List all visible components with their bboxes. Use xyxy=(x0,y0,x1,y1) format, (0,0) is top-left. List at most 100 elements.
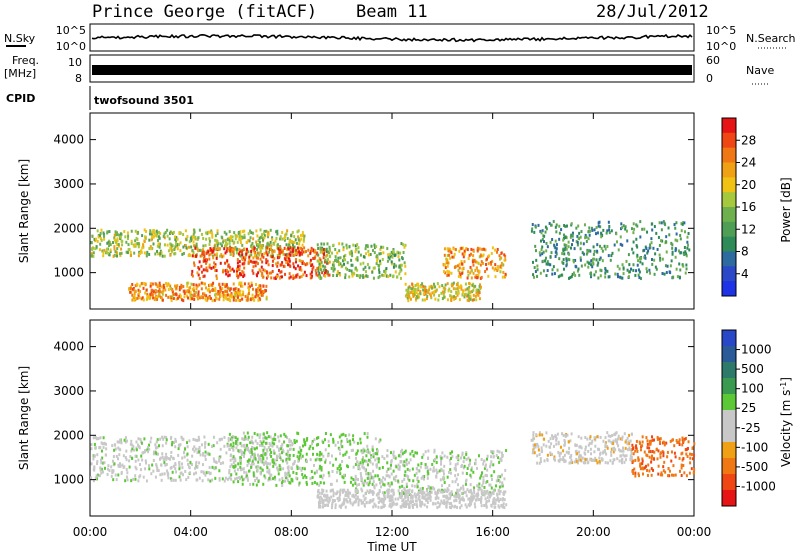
data-cell xyxy=(270,271,273,275)
data-cell xyxy=(589,447,592,451)
data-cell xyxy=(639,220,642,224)
data-cell xyxy=(632,471,635,475)
data-cell xyxy=(354,482,357,486)
data-cell xyxy=(124,479,127,483)
data-cell xyxy=(134,244,137,248)
data-cell xyxy=(682,439,685,443)
data-cell xyxy=(197,265,200,269)
data-cell xyxy=(196,297,199,301)
data-cell xyxy=(347,490,350,494)
data-cell xyxy=(432,285,435,289)
data-cell xyxy=(649,440,652,444)
data-cell xyxy=(332,499,335,503)
data-cell xyxy=(376,474,379,478)
data-cell xyxy=(369,252,372,256)
data-cell xyxy=(208,257,211,261)
data-cell xyxy=(295,248,298,252)
data-cell xyxy=(236,440,239,444)
data-cell xyxy=(134,454,137,458)
data-cell xyxy=(438,469,441,473)
data-cell xyxy=(158,290,161,294)
data-cell xyxy=(273,257,276,261)
data-cell xyxy=(198,283,201,287)
data-cell xyxy=(397,497,400,501)
data-cell xyxy=(375,493,378,497)
data-cell xyxy=(355,483,358,487)
data-cell xyxy=(587,229,590,233)
data-cell xyxy=(134,284,137,288)
data-cell xyxy=(292,470,295,474)
data-cell xyxy=(467,287,470,291)
data-cell xyxy=(365,459,368,463)
data-cell xyxy=(564,434,567,438)
data-cell xyxy=(571,272,574,276)
data-cell xyxy=(365,252,368,256)
data-cell xyxy=(494,498,497,502)
data-cell xyxy=(366,435,369,439)
data-cell xyxy=(298,481,301,485)
data-cell xyxy=(166,284,169,288)
data-cell xyxy=(268,468,271,472)
data-cell xyxy=(632,222,635,226)
data-cell xyxy=(256,274,259,278)
data-cell xyxy=(145,461,148,465)
data-cell xyxy=(257,238,260,242)
data-cell xyxy=(611,251,614,255)
data-cell xyxy=(169,457,172,461)
data-cell xyxy=(620,222,623,226)
data-cell xyxy=(276,455,279,459)
data-cell xyxy=(130,449,133,453)
data-cell xyxy=(470,495,473,499)
data-cell xyxy=(355,498,358,502)
data-cell xyxy=(653,457,656,461)
data-cell xyxy=(562,249,565,253)
data-cell xyxy=(126,478,129,482)
data-cell xyxy=(163,435,166,439)
data-cell xyxy=(287,263,290,267)
data-cell xyxy=(257,271,260,275)
data-cell xyxy=(318,457,321,461)
data-cell xyxy=(254,479,257,483)
data-cell xyxy=(562,267,565,271)
data-cell xyxy=(283,237,286,241)
data-cell xyxy=(119,235,122,239)
data-cell xyxy=(332,266,335,270)
data-cell xyxy=(323,494,326,498)
data-cell xyxy=(176,243,179,247)
data-cell xyxy=(239,299,242,303)
data-cell xyxy=(366,463,369,467)
data-cell xyxy=(216,232,219,236)
data-cell xyxy=(619,454,622,458)
data-cell xyxy=(399,251,402,255)
data-cell xyxy=(283,246,286,250)
colorbar-tick-label: 16 xyxy=(741,200,756,214)
data-cell xyxy=(277,447,280,451)
data-cell xyxy=(606,431,609,435)
data-cell xyxy=(420,283,423,287)
data-cell xyxy=(276,232,279,236)
data-cell xyxy=(589,229,592,233)
data-cell xyxy=(257,262,260,266)
data-cell xyxy=(667,467,670,471)
data-cell xyxy=(247,298,250,302)
data-cell xyxy=(595,258,598,262)
data-cell xyxy=(678,262,681,266)
data-cell xyxy=(128,459,131,463)
data-cell xyxy=(286,476,289,480)
data-cell xyxy=(584,447,587,451)
data-cell xyxy=(276,445,279,449)
data-cell xyxy=(319,268,322,272)
data-cell xyxy=(260,265,263,269)
data-cell xyxy=(234,436,237,440)
data-cell xyxy=(632,452,635,456)
data-cell xyxy=(366,476,369,480)
data-cell xyxy=(600,231,603,235)
data-cell xyxy=(434,490,437,494)
data-cell xyxy=(137,479,140,483)
data-cell xyxy=(393,476,396,480)
data-cell xyxy=(467,456,470,460)
data-cell xyxy=(441,501,444,505)
data-cell xyxy=(459,456,462,460)
data-cell xyxy=(465,494,468,498)
data-cell xyxy=(626,239,629,243)
